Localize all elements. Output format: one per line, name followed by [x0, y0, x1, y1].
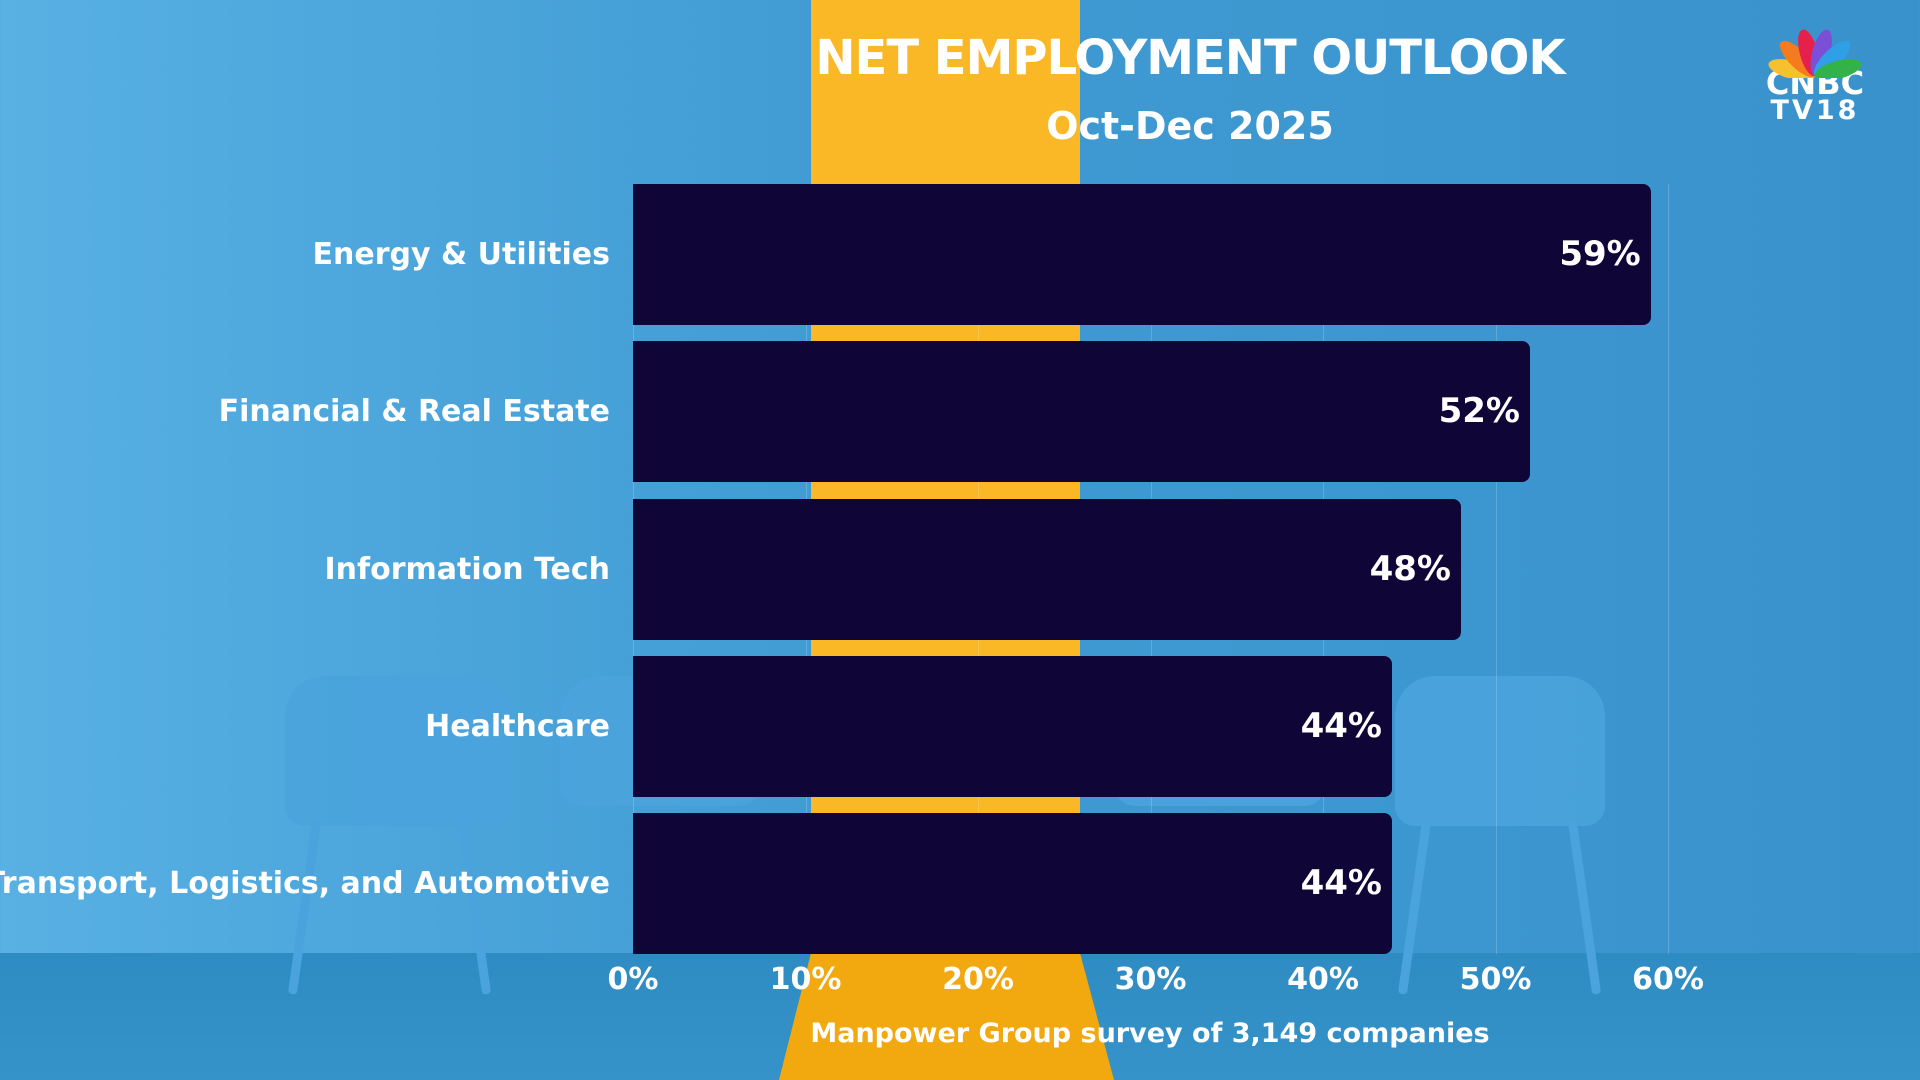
category-label: Energy & Utilities	[312, 237, 610, 272]
gridline	[1495, 184, 1497, 954]
chart-subtitle: Oct-Dec 2025	[1046, 104, 1334, 148]
bar: 52%	[633, 341, 1530, 483]
data-label: 59%	[1559, 234, 1641, 274]
x-tick-label: 40%	[1287, 962, 1359, 997]
data-label: 44%	[1300, 863, 1382, 903]
bar: 59%	[633, 184, 1651, 325]
logo-subtext: TV18	[1770, 95, 1860, 126]
gridline	[1668, 184, 1669, 954]
category-label: Financial & Real Estate	[218, 394, 610, 430]
category-label: Healthcare	[425, 708, 610, 744]
peacock-icon	[1768, 29, 1862, 78]
chart-title: NET EMPLOYMENT OUTLOOK	[815, 30, 1565, 86]
x-tick-label: 10%	[769, 962, 842, 997]
chart-source: Manpower Group survey of 3,149 companies	[810, 1018, 1490, 1049]
data-label: 44%	[1300, 705, 1382, 746]
data-label: 48%	[1369, 548, 1451, 589]
data-label: 52%	[1438, 391, 1520, 432]
bar: 44%	[633, 813, 1392, 954]
bar: 44%	[633, 655, 1392, 797]
decor-yellow-carpet	[779, 953, 1114, 1080]
x-tick-label: 50%	[1459, 962, 1532, 997]
cnbc-tv18-logo: CNBC TV18	[1752, 18, 1878, 124]
x-tick-label: 60%	[1632, 962, 1704, 997]
category-label: Information Tech	[324, 551, 610, 587]
peacock-feather	[1814, 59, 1862, 78]
x-tick-label: 0%	[607, 962, 659, 997]
x-tick-label: 30%	[1114, 962, 1187, 997]
bar: 48%	[633, 498, 1461, 640]
x-tick-label: 20%	[942, 962, 1014, 997]
category-label: Transport, Logistics, and Automotive	[0, 866, 610, 901]
